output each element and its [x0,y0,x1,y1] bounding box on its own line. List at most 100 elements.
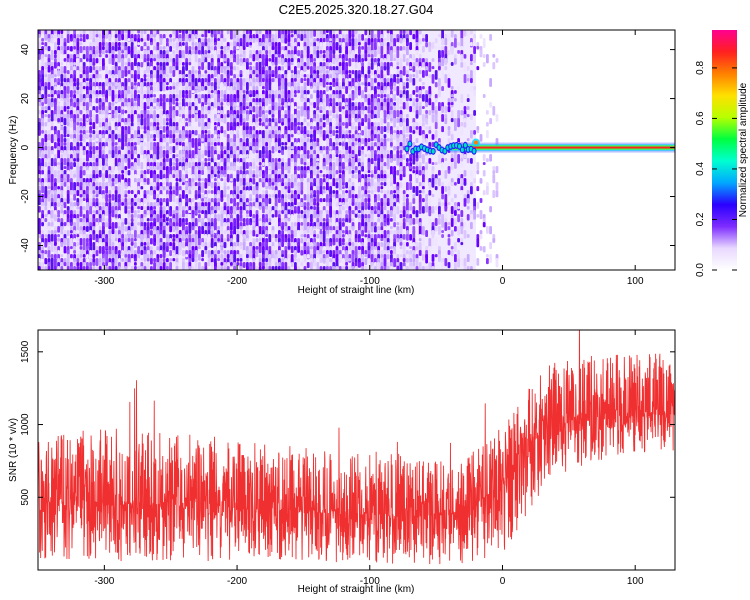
spectrogram-cell [258,218,262,222]
spectrogram-cell [265,206,268,210]
spectrogram-cell [316,66,320,70]
spectrogram-cell [194,194,198,199]
spectrogram-cell [226,50,230,54]
spectrogram-cell [255,246,259,250]
spectrogram-cell [118,102,121,107]
spectrogram-cell [60,34,64,40]
spectrogram-cell [111,230,115,235]
spectrogram-cell [322,218,326,222]
spectrogram-cell [284,194,288,199]
spectrogram-cell [150,82,153,86]
spectrogram-cell [102,134,105,139]
spectrogram-cell [102,150,105,155]
spectrogram-cell [217,166,220,171]
spectrogram-cell [178,142,182,146]
spectrogram-cell [223,250,227,255]
spectrogram-cell [271,102,275,106]
spectrogram-cell [178,66,182,70]
spectrogram-cell [108,198,112,203]
spectrogram-cell [76,82,80,87]
spectrogram-cell [57,214,60,218]
spectrogram-cell [86,130,89,134]
spectrogram-cell [252,54,256,62]
spectrogram-cell [102,94,105,98]
spectrogram-cell [188,210,192,214]
spectrogram-cell [47,194,51,202]
spectrogram-cell [57,186,60,190]
spectrogram-cell [127,150,131,156]
spectrogram-cell [66,50,70,56]
spectrogram-cell [278,54,281,58]
spectrogram-cell [79,38,83,42]
spectrogram-cell [319,102,323,106]
spectrogram-cell [89,266,92,270]
spectrogram-cell [217,214,220,222]
spectrogram-cell [329,214,332,218]
spectrogram-cell [172,258,176,262]
spectrogram-cell [44,110,48,114]
spectrogram-cell [281,242,284,248]
spectrogram-cell [70,190,73,195]
spectrogram-cell [146,230,150,236]
spectrogram-cell [255,102,259,106]
spectrogram-cell [252,162,256,170]
spectrogram-cell [143,30,147,35]
spectrogram-cell [185,166,188,170]
spectrogram-cell [316,146,320,155]
spectrogram-cell [172,54,176,59]
spectrogram-cell [226,170,230,174]
spectrogram-cell [111,242,115,247]
spectrogram-cell [214,210,217,214]
spectrogram-cell [162,126,166,133]
spectrogram-cell [70,58,73,64]
spectrogram-cell [217,170,220,175]
spectrogram-cell [111,146,115,152]
spectrogram-cell [98,94,102,98]
spectrogram-cell [38,54,41,60]
spectrogram-cell [156,166,160,170]
spectrogram-cell [265,262,268,266]
spectrogram-cell [73,102,76,108]
spectrogram-cell [124,110,128,114]
spectrogram-cell [130,154,134,160]
spectrogram-cell [159,150,163,160]
spectrogram-cell [201,170,204,175]
spectrogram-cell [297,46,300,51]
spectrogram-cell [137,170,140,176]
spectrogram-cell [236,58,240,65]
spectrogram-cell [92,210,96,214]
spectrogram-cell [121,158,124,163]
spectrogram-cell [66,46,70,52]
spectrogram-cell [98,58,102,65]
spectrogram-cell [278,154,281,158]
spectrogram-cell [162,250,166,259]
spectrogram-cell [217,110,220,114]
spectrogram-cell [175,210,179,214]
spectrogram-cell [137,134,140,138]
spectrogram-cell [73,90,76,94]
spectrogram-cell [47,130,51,136]
spectrogram-cell [284,146,288,150]
spectrogram-cell [60,150,64,154]
spectrogram-cell [114,206,118,212]
spectrogram-cell [265,258,268,263]
spectrogram-cell [130,54,134,59]
spectrogram-cell [255,114,259,119]
spectrogram-cell [76,54,80,58]
spectrogram-cell [118,218,121,222]
spectrogram-cell [79,194,83,198]
spectrogram-cell [329,266,332,270]
spectrogram-cell [79,254,83,258]
spectrogram-cell [226,242,230,248]
spectrogram-cell [73,214,76,220]
spectrogram-cell [207,122,211,130]
spectrogram-cell [89,114,92,118]
spectrogram-cell [294,218,297,222]
spectrogram-cell [63,266,67,270]
spectrogram-cell [140,250,144,256]
spectrogram-cell [166,118,169,122]
spectrogram-cell [242,226,246,230]
spectrogram-cell [57,210,60,215]
spectrogram-cell [76,230,80,234]
